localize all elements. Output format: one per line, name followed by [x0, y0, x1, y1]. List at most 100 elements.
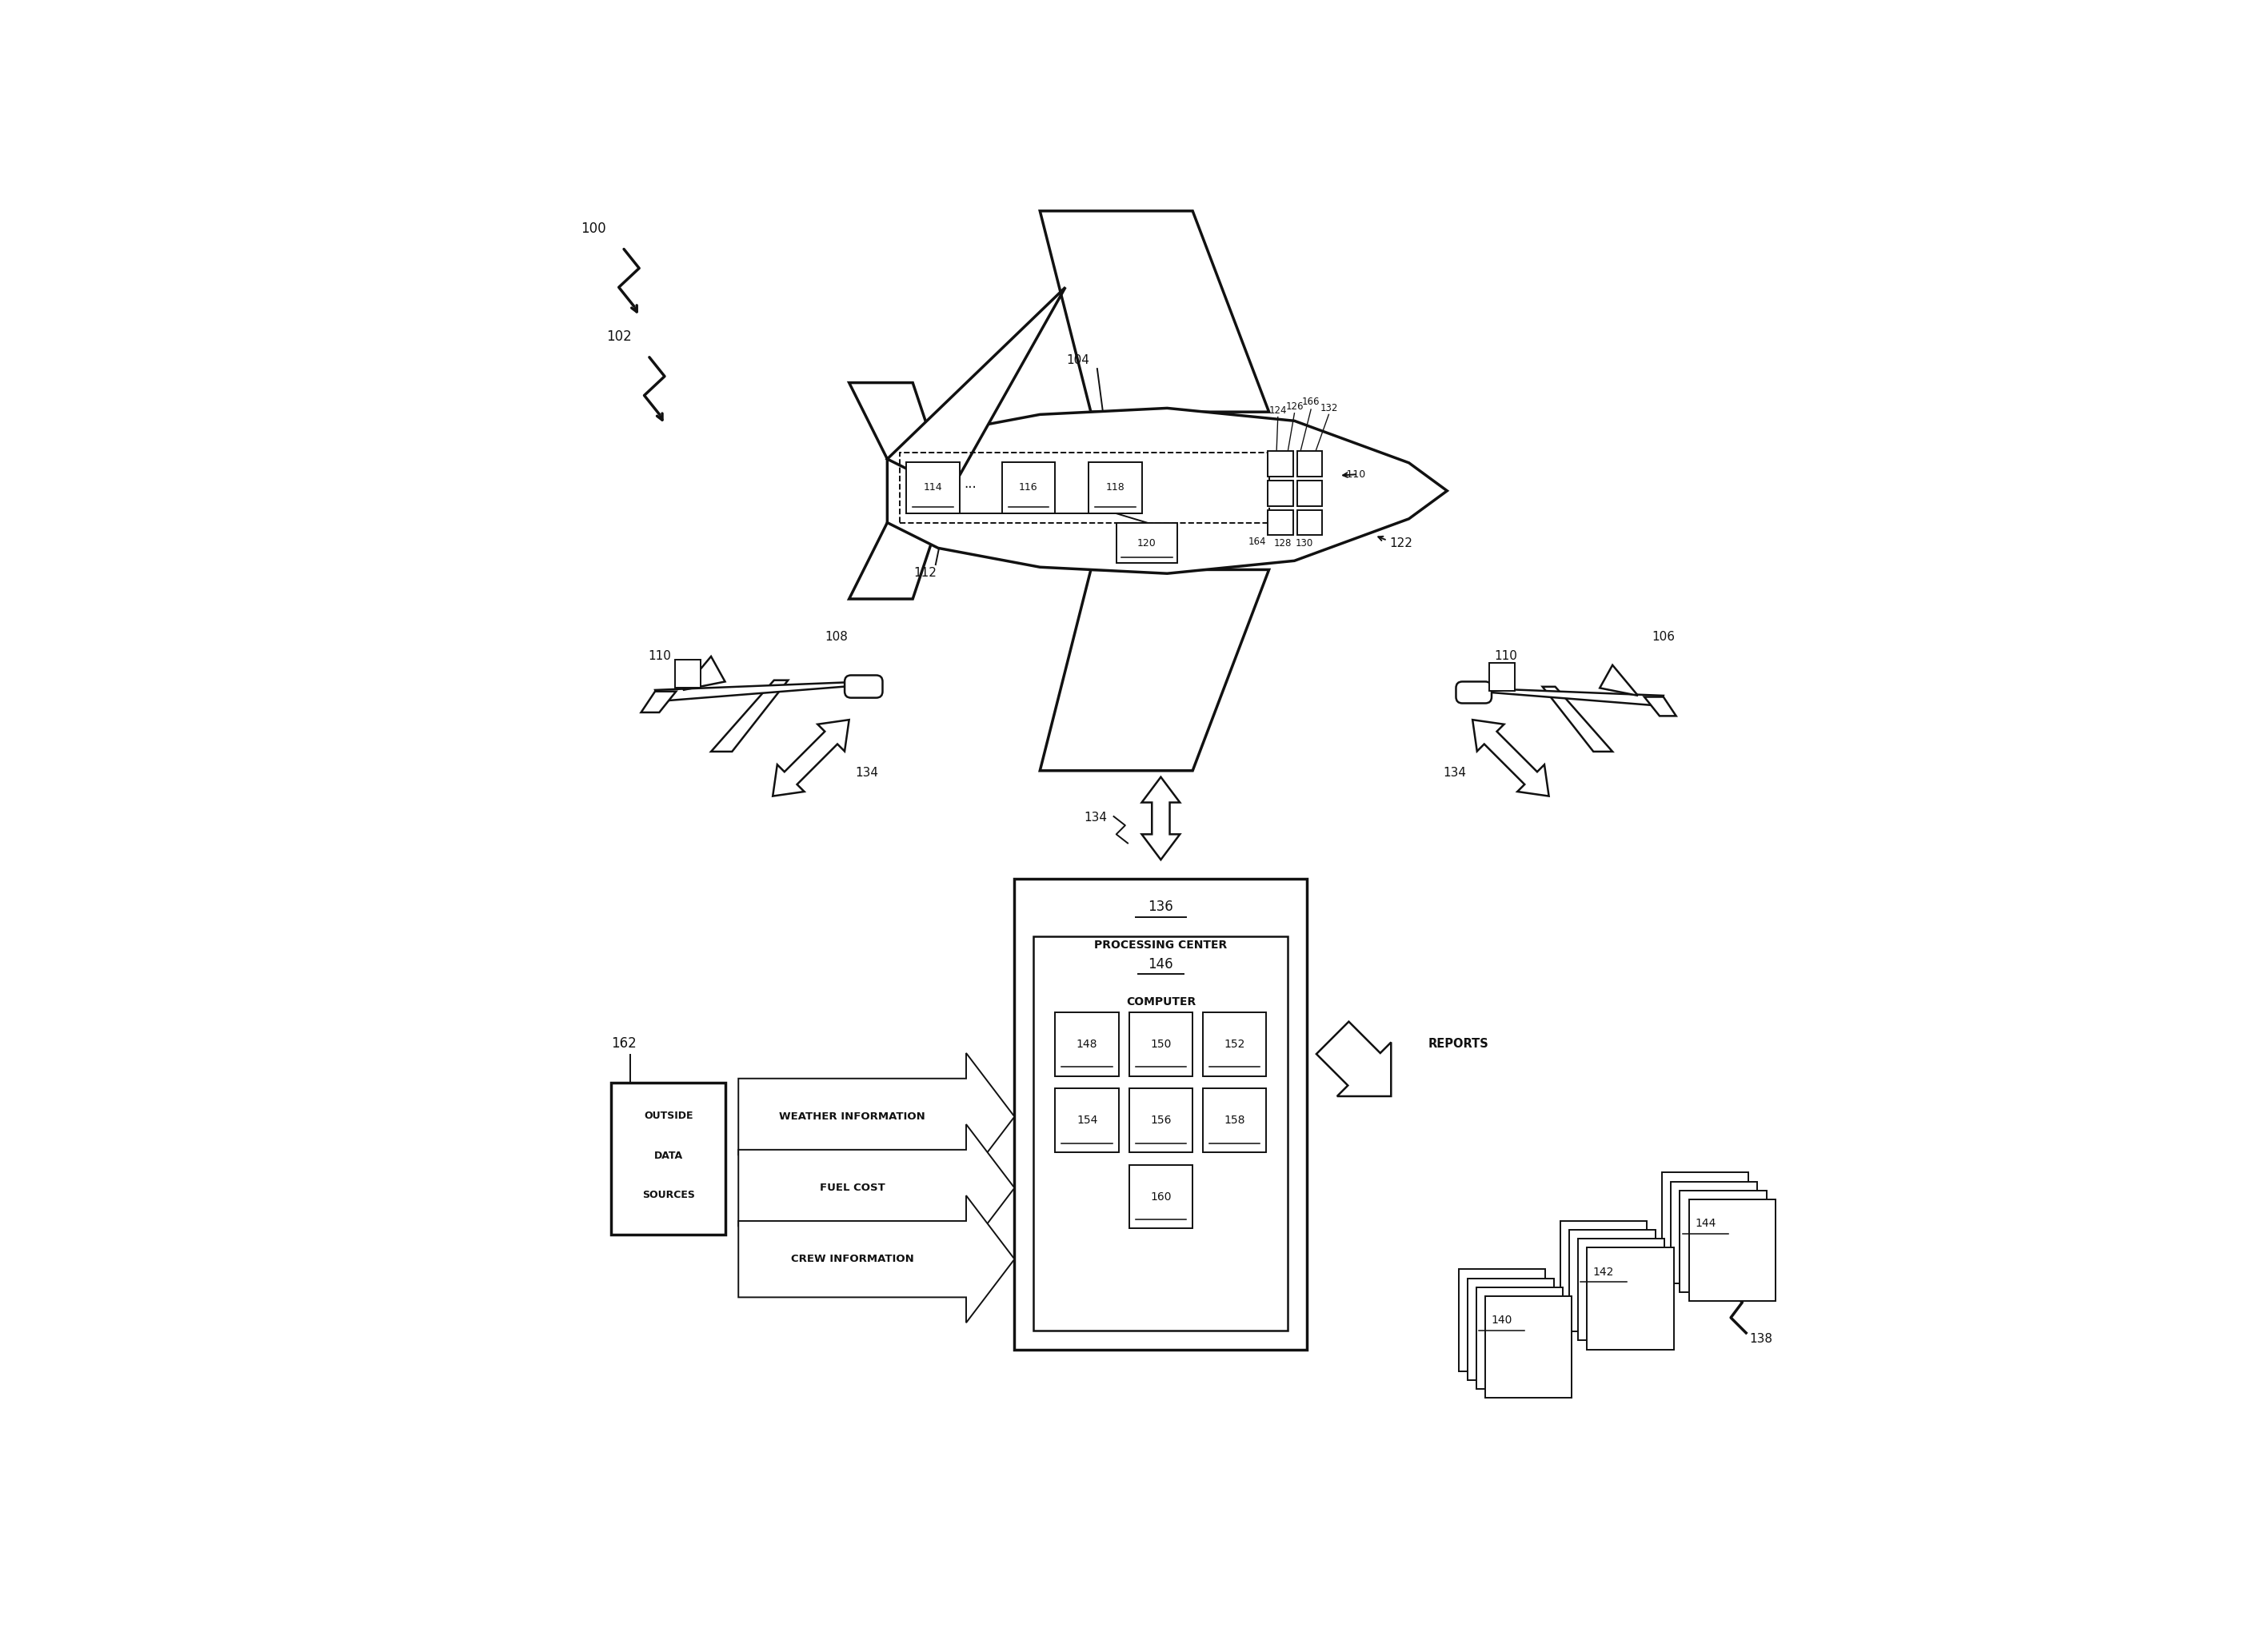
Bar [1015, 879, 1307, 1350]
Polygon shape [888, 287, 1065, 491]
Bar [1588, 1247, 1674, 1350]
Bar [1117, 522, 1178, 563]
Polygon shape [888, 408, 1447, 573]
Text: 116: 116 [1019, 482, 1037, 492]
Text: 126: 126 [1287, 401, 1302, 411]
Text: 110: 110 [1495, 651, 1518, 662]
Text: 150: 150 [1151, 1039, 1171, 1049]
Text: 106: 106 [1651, 631, 1676, 643]
Text: 108: 108 [824, 631, 847, 643]
Text: 152: 152 [1223, 1039, 1246, 1049]
Bar [1055, 1013, 1119, 1075]
Polygon shape [772, 720, 849, 796]
Bar [1268, 510, 1293, 535]
Text: 156: 156 [1151, 1115, 1171, 1127]
Text: 114: 114 [924, 482, 942, 492]
Bar [1663, 1173, 1749, 1274]
Text: 110: 110 [648, 651, 670, 662]
Bar [1477, 1287, 1563, 1389]
Text: 100: 100 [580, 221, 607, 236]
Bar [1268, 481, 1293, 506]
Text: 158: 158 [1223, 1115, 1246, 1127]
Text: 142: 142 [1592, 1265, 1615, 1277]
Text: REPORTS: REPORTS [1427, 1037, 1488, 1051]
Bar [899, 453, 1268, 522]
Text: 134: 134 [1443, 767, 1465, 780]
Text: 112: 112 [913, 567, 938, 580]
FancyBboxPatch shape [1456, 682, 1493, 704]
Text: 132: 132 [1320, 403, 1339, 413]
Bar [1579, 1239, 1665, 1340]
Text: DATA: DATA [655, 1150, 682, 1161]
Bar [1570, 1229, 1656, 1332]
Text: -110: -110 [1343, 469, 1366, 479]
Polygon shape [711, 681, 788, 752]
Text: 130: 130 [1296, 539, 1314, 548]
Text: 122: 122 [1391, 537, 1413, 548]
Bar [612, 1082, 725, 1236]
Bar [1001, 463, 1055, 514]
Polygon shape [738, 1196, 1015, 1323]
Text: PROCESSING CENTER: PROCESSING CENTER [1094, 940, 1228, 950]
Text: 138: 138 [1751, 1333, 1773, 1345]
Polygon shape [1040, 570, 1268, 770]
Text: 148: 148 [1076, 1039, 1099, 1049]
Bar [1203, 1013, 1266, 1075]
FancyBboxPatch shape [845, 676, 883, 697]
Polygon shape [1542, 687, 1613, 752]
Text: 166: 166 [1302, 396, 1320, 406]
Polygon shape [849, 383, 938, 459]
Text: 128: 128 [1273, 539, 1291, 548]
Text: 160: 160 [1151, 1191, 1171, 1203]
Bar [1561, 1221, 1647, 1323]
Bar [1298, 481, 1323, 506]
Bar [1203, 1089, 1266, 1153]
Text: 134: 134 [1085, 811, 1108, 824]
Text: 140: 140 [1490, 1315, 1513, 1327]
Text: 136: 136 [1148, 900, 1173, 914]
Text: OUTSIDE: OUTSIDE [643, 1110, 693, 1122]
Text: 164: 164 [1248, 537, 1266, 547]
Text: FUEL COST: FUEL COST [820, 1183, 886, 1193]
Polygon shape [1465, 687, 1663, 705]
Bar [1459, 1269, 1545, 1371]
Bar [1672, 1181, 1758, 1284]
Text: 102: 102 [607, 330, 632, 344]
Bar [1268, 451, 1293, 477]
Bar [1298, 451, 1323, 477]
Polygon shape [738, 1125, 1015, 1252]
Text: 154: 154 [1076, 1115, 1099, 1127]
Polygon shape [1142, 776, 1180, 859]
Polygon shape [1599, 666, 1638, 695]
Bar [675, 661, 700, 687]
Text: ···: ··· [963, 481, 976, 496]
Text: 144: 144 [1694, 1218, 1717, 1229]
Bar [1033, 937, 1289, 1330]
Polygon shape [738, 1052, 1015, 1180]
Text: WEATHER INFORMATION: WEATHER INFORMATION [779, 1112, 926, 1122]
Text: 134: 134 [856, 767, 879, 780]
Text: COMPUTER: COMPUTER [1126, 996, 1196, 1008]
Bar [1488, 662, 1515, 691]
Text: CREW INFORMATION: CREW INFORMATION [790, 1254, 913, 1264]
Polygon shape [655, 682, 872, 700]
Bar [1055, 1089, 1119, 1153]
Text: 118: 118 [1105, 482, 1123, 492]
Bar [1128, 1013, 1194, 1075]
Text: SOURCES: SOURCES [641, 1189, 695, 1201]
Bar [1087, 463, 1142, 514]
Polygon shape [684, 656, 725, 691]
Polygon shape [1472, 720, 1549, 796]
Polygon shape [1316, 1021, 1391, 1097]
Bar [1690, 1199, 1776, 1302]
Bar [1128, 1165, 1194, 1229]
Bar [1681, 1191, 1767, 1292]
Bar [1468, 1279, 1554, 1379]
Bar [1298, 510, 1323, 535]
Polygon shape [641, 692, 675, 712]
Text: 146: 146 [1148, 957, 1173, 971]
Polygon shape [1040, 211, 1268, 411]
Text: 124: 124 [1268, 405, 1287, 416]
Bar [1486, 1297, 1572, 1398]
Polygon shape [849, 522, 938, 600]
